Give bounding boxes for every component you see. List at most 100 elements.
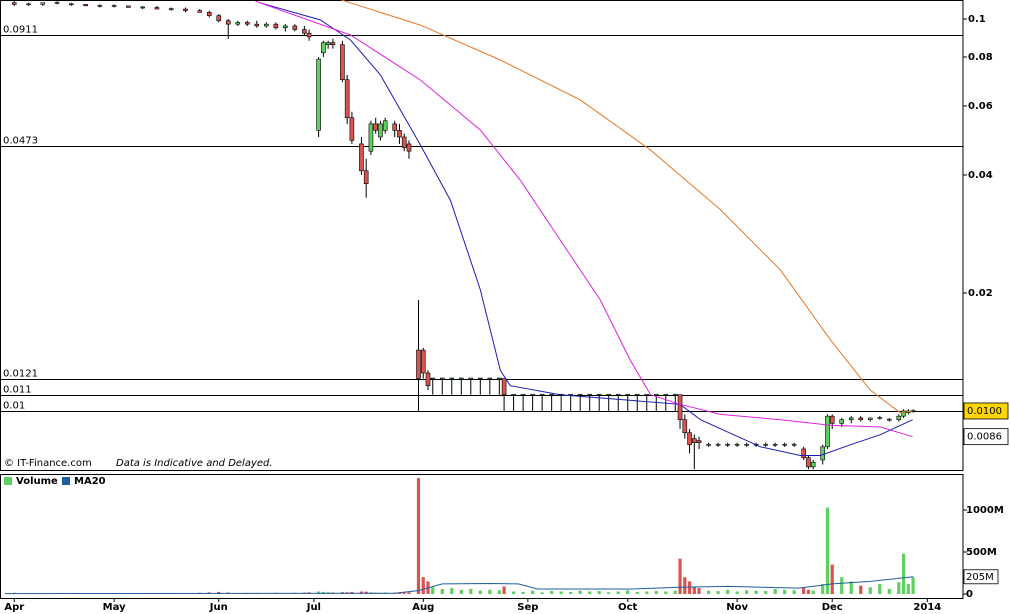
volume-bar bbox=[459, 589, 463, 594]
candle-body bbox=[316, 58, 321, 131]
volume-bar bbox=[359, 591, 364, 594]
volume-bar bbox=[512, 591, 516, 594]
volume-bar bbox=[878, 583, 882, 594]
volume-bar bbox=[840, 577, 844, 594]
volume-bar bbox=[673, 590, 677, 594]
volume-bar bbox=[806, 589, 811, 594]
volume-bar bbox=[597, 591, 601, 594]
volume-bar bbox=[469, 588, 473, 594]
legend-swatch bbox=[62, 477, 70, 485]
x-tick-label: Apr bbox=[4, 602, 24, 613]
volume-bar bbox=[416, 478, 421, 594]
candle-body bbox=[244, 22, 250, 25]
volume-bar bbox=[764, 591, 768, 594]
volume-bar bbox=[531, 590, 535, 594]
volume-bar bbox=[402, 592, 406, 594]
volume-bar bbox=[692, 587, 696, 594]
volume-bar bbox=[901, 553, 906, 594]
candle-body bbox=[254, 23, 260, 27]
candle-body bbox=[11, 2, 17, 5]
volume-bar bbox=[783, 589, 787, 594]
candle-body bbox=[763, 443, 768, 446]
candle-body bbox=[644, 393, 650, 396]
candle-body bbox=[359, 143, 364, 172]
candle-body bbox=[877, 417, 883, 419]
candle-body bbox=[663, 393, 669, 396]
y-tick-label: 0.02 bbox=[968, 288, 993, 299]
price-panel bbox=[0, 0, 964, 471]
candle-body bbox=[235, 22, 241, 25]
volume-bar bbox=[497, 590, 501, 594]
volume-bar bbox=[559, 591, 563, 594]
candle-body bbox=[206, 12, 212, 16]
volume-bar bbox=[830, 564, 834, 594]
candle-body bbox=[425, 372, 431, 387]
candle-body bbox=[468, 377, 474, 380]
candle-body bbox=[687, 432, 692, 446]
candle-body bbox=[392, 123, 398, 131]
candle-body bbox=[810, 461, 816, 468]
candle-body bbox=[606, 393, 612, 396]
candle-body bbox=[520, 393, 526, 396]
candle-body bbox=[382, 120, 388, 131]
candle-body bbox=[706, 443, 711, 446]
volume-bar bbox=[735, 591, 739, 594]
price-plot bbox=[0, 0, 963, 470]
volume-bar bbox=[440, 588, 444, 594]
candle-body bbox=[54, 1, 60, 4]
candle-body bbox=[40, 2, 46, 5]
volume-ma-label: 205M bbox=[966, 572, 994, 583]
level-label: 0.011 bbox=[3, 385, 32, 396]
volume-bar bbox=[431, 587, 435, 594]
candle-body bbox=[340, 44, 345, 81]
candle-body bbox=[653, 393, 659, 396]
candle-body bbox=[858, 417, 864, 421]
x-tick-label: May bbox=[103, 602, 126, 613]
volume-tick-label: 1000M bbox=[966, 505, 1004, 516]
volume-bar bbox=[317, 591, 321, 594]
volume-bar bbox=[868, 587, 872, 594]
moving-average bbox=[255, 0, 913, 438]
volume-bar bbox=[825, 507, 830, 594]
candle-body bbox=[363, 170, 369, 185]
candle-body bbox=[782, 443, 787, 446]
price-label-box bbox=[963, 428, 1009, 446]
volume-bar bbox=[616, 591, 620, 594]
x-tick-label: Oct bbox=[618, 602, 637, 613]
volume-panel bbox=[0, 474, 964, 599]
volume-bar bbox=[421, 577, 425, 594]
candle-body bbox=[839, 419, 845, 424]
volume-bar bbox=[887, 588, 891, 594]
volume-bar bbox=[578, 590, 582, 594]
candle-body bbox=[216, 15, 222, 21]
volume-bar bbox=[678, 558, 682, 594]
volume-bar bbox=[607, 592, 611, 594]
candle-body bbox=[397, 130, 402, 138]
candle-body bbox=[806, 457, 811, 468]
moving-average bbox=[340, 0, 913, 414]
volume-tick-label: 500M bbox=[966, 547, 997, 558]
candle-body bbox=[634, 393, 640, 396]
candle-body bbox=[801, 448, 806, 458]
x-tick-label: Jun bbox=[209, 602, 228, 613]
candle-body bbox=[26, 3, 31, 6]
level-label: 0.01 bbox=[3, 401, 25, 412]
y-tick-label: 0.1 bbox=[968, 14, 986, 25]
candle-body bbox=[416, 349, 421, 379]
volume-bar bbox=[521, 591, 525, 594]
candle-body bbox=[829, 415, 835, 424]
volume-bar bbox=[635, 591, 639, 594]
volume-bar bbox=[645, 591, 649, 594]
volume-bar bbox=[792, 590, 796, 594]
volume-tick-label: 0 bbox=[966, 589, 973, 600]
candle-body bbox=[487, 377, 493, 380]
volume-bar bbox=[550, 591, 554, 594]
candle-body bbox=[501, 378, 507, 396]
price-label: 0.0100 bbox=[967, 406, 1002, 417]
candle-body bbox=[692, 438, 697, 443]
candle-body bbox=[430, 377, 436, 380]
volume-bar bbox=[849, 581, 853, 594]
y-tick-label: 0.08 bbox=[968, 52, 993, 63]
candle-body bbox=[530, 393, 535, 396]
